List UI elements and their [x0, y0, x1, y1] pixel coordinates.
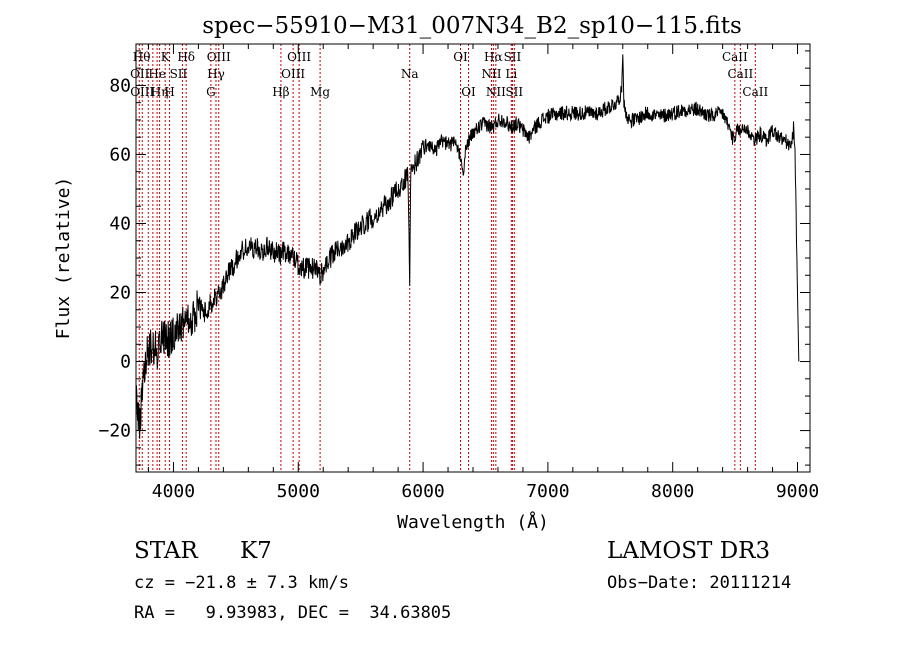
line-label: H	[164, 85, 174, 99]
line-label: NII	[486, 85, 506, 99]
line-label: G	[206, 85, 216, 99]
x-tick-label: 4000	[152, 481, 195, 502]
y-axis-label: Flux (relative)	[53, 177, 74, 340]
x-tick-label: 5000	[277, 481, 320, 502]
y-tick-label: 40	[109, 213, 131, 234]
redshift-value: cz = −21.8 ± 7.3 km/s	[134, 573, 349, 593]
x-tick-label: 7000	[526, 481, 569, 502]
line-label: OI	[461, 85, 476, 99]
object-subclass: K7	[240, 538, 272, 564]
x-tick-label: 6000	[401, 481, 444, 502]
line-label: Hα	[484, 50, 503, 64]
chart-title: spec−55910−M31_007N34_B2_sp10−115.fits	[202, 13, 742, 39]
line-label: K	[161, 50, 171, 64]
line-label: Li	[505, 67, 517, 81]
x-axis-label: Wavelength (Å)	[397, 511, 549, 533]
axis-ticks: 4000 5000 6000 7000 8000 9000 −20 0 20 40 60 80	[98, 44, 819, 502]
line-label: CaII	[742, 85, 768, 99]
line-label: SII	[505, 85, 523, 99]
line-label: Hδ	[177, 50, 195, 64]
line-label: NII	[481, 67, 501, 81]
line-label: CaII	[727, 67, 753, 81]
line-label: OIII	[281, 67, 305, 81]
line-label: OI	[453, 50, 468, 64]
line-label: CaII	[722, 50, 748, 64]
line-label: OII	[130, 67, 150, 81]
line-label: Mg	[310, 85, 330, 99]
line-label: He	[148, 67, 166, 81]
line-label: OIII	[207, 50, 231, 64]
line-label: Hθ	[133, 50, 151, 64]
object-class: STAR	[134, 538, 198, 564]
y-tick-label: −20	[98, 421, 131, 442]
y-tick-label: 80	[109, 75, 131, 96]
y-tick-label: 20	[109, 283, 131, 304]
plot-frame	[135, 43, 811, 473]
spectral-line-markers	[138, 44, 756, 472]
line-label: SII	[504, 50, 522, 64]
observation-date: Obs−Date: 20111214	[607, 573, 792, 593]
line-label: OIII	[287, 50, 311, 64]
y-tick-label: 0	[120, 352, 131, 373]
line-label: Hβ	[272, 85, 289, 99]
line-label: Hη	[151, 85, 169, 99]
y-tick-label: 60	[109, 144, 131, 165]
x-tick-label: 8000	[651, 481, 694, 502]
survey-name: LAMOST DR3	[607, 538, 771, 564]
line-label: SII	[170, 67, 188, 81]
x-tick-label: 9000	[776, 481, 819, 502]
line-label: Na	[401, 67, 419, 81]
spectrum-line	[135, 54, 800, 439]
coordinates: RA = 9.93983, DEC = 34.63805	[134, 603, 452, 623]
line-label: Hγ	[207, 67, 225, 81]
